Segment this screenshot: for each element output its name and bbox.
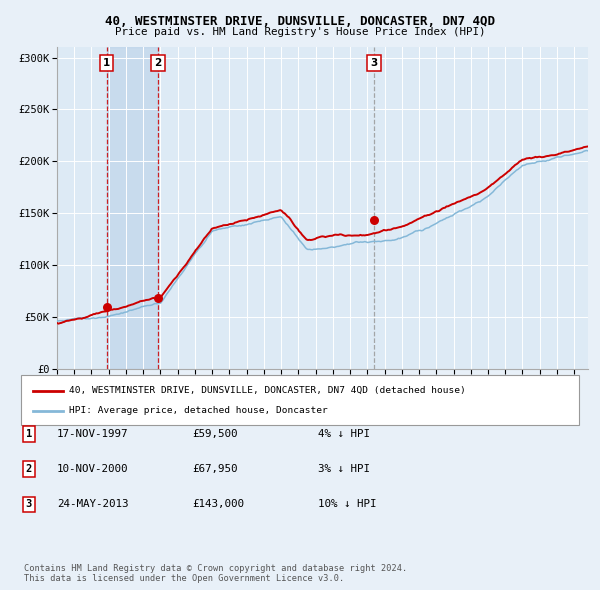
Bar [107,47,158,369]
Text: 2: 2 [154,58,161,68]
Text: £143,000: £143,000 [192,500,244,509]
Text: 40, WESTMINSTER DRIVE, DUNSVILLE, DONCASTER, DN7 4QD: 40, WESTMINSTER DRIVE, DUNSVILLE, DONCAS… [105,15,495,28]
Text: Price paid vs. HM Land Registry's House Price Index (HPI): Price paid vs. HM Land Registry's House … [115,27,485,37]
Text: 40, WESTMINSTER DRIVE, DUNSVILLE, DONCASTER, DN7 4QD (detached house): 40, WESTMINSTER DRIVE, DUNSVILLE, DONCAS… [69,386,466,395]
Text: 1: 1 [26,429,32,438]
Text: HPI: Average price, detached house, Doncaster: HPI: Average price, detached house, Donc… [69,407,328,415]
Text: 3% ↓ HPI: 3% ↓ HPI [318,464,370,474]
Text: 24-MAY-2013: 24-MAY-2013 [57,500,128,509]
Text: 17-NOV-1997: 17-NOV-1997 [57,429,128,438]
Text: 4% ↓ HPI: 4% ↓ HPI [318,429,370,438]
Text: Contains HM Land Registry data © Crown copyright and database right 2024.
This d: Contains HM Land Registry data © Crown c… [24,563,407,583]
Text: 1: 1 [103,58,110,68]
Text: 3: 3 [26,500,32,509]
Text: £67,950: £67,950 [192,464,238,474]
Text: 10% ↓ HPI: 10% ↓ HPI [318,500,377,509]
Text: 2: 2 [26,464,32,474]
Text: £59,500: £59,500 [192,429,238,438]
Text: 3: 3 [370,58,377,68]
Text: 10-NOV-2000: 10-NOV-2000 [57,464,128,474]
